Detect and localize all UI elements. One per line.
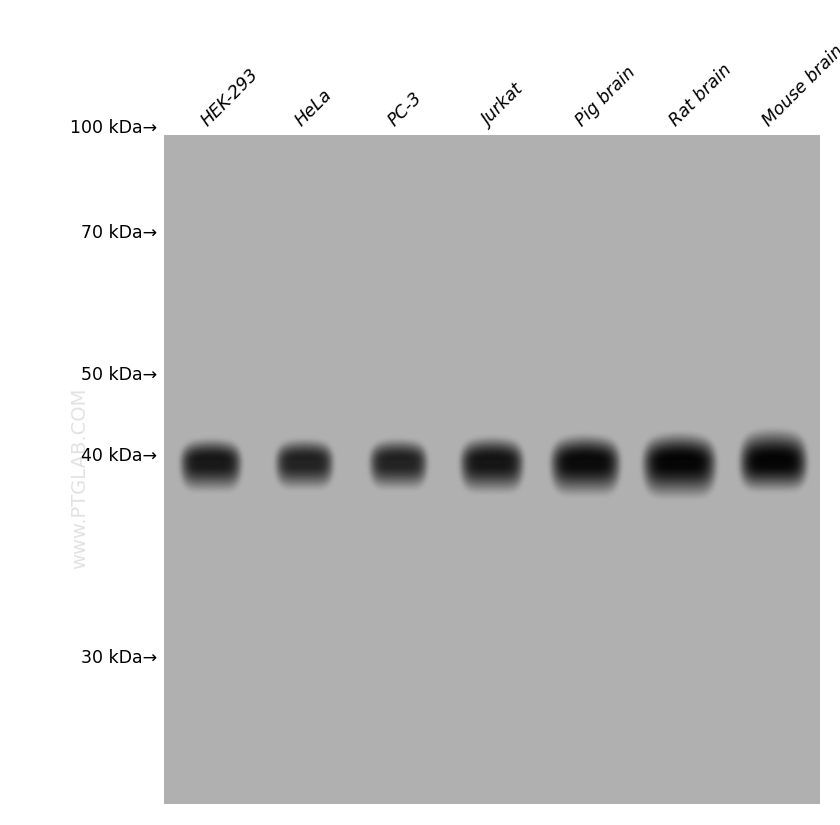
Text: PC-3: PC-3 — [385, 88, 426, 130]
Text: 40 kDa→: 40 kDa→ — [81, 447, 157, 465]
Text: 100 kDa→: 100 kDa→ — [70, 119, 157, 137]
Text: Jurkat: Jurkat — [479, 81, 528, 130]
Text: HEK-293: HEK-293 — [198, 65, 262, 130]
Text: 50 kDa→: 50 kDa→ — [81, 366, 157, 384]
Text: www.PTGLAB.COM: www.PTGLAB.COM — [71, 388, 89, 569]
Text: Pig brain: Pig brain — [572, 63, 639, 130]
Text: Mouse brain: Mouse brain — [759, 41, 840, 130]
Text: 70 kDa→: 70 kDa→ — [81, 224, 157, 242]
Text: HeLa: HeLa — [291, 86, 335, 130]
Text: Rat brain: Rat brain — [666, 60, 735, 130]
Text: 30 kDa→: 30 kDa→ — [81, 649, 157, 667]
